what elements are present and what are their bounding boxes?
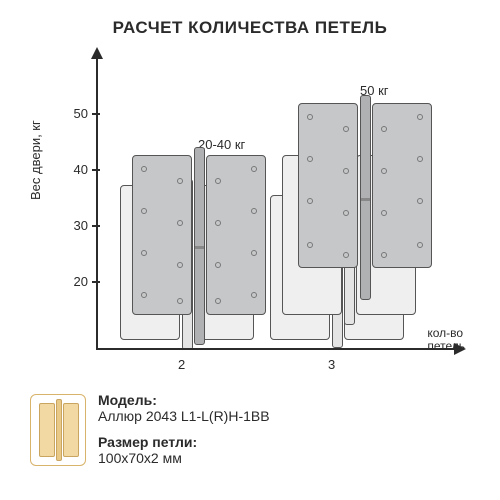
x-tick-label: 2 [178,357,185,372]
legend-hinge-icon [30,394,86,466]
y-tick-label: 20 [62,274,88,289]
x-axis [96,348,456,350]
arrow-up-icon [91,47,103,59]
chart: Вес двери, кг кол-во петель 20 30 40 50 … [48,55,463,375]
weight-label: 20-40 кг [198,137,245,152]
hinge-group-1-front [132,155,266,325]
y-axis-label: Вес двери, кг [28,120,43,200]
model-label: Модель: [98,392,157,408]
y-axis [96,55,98,350]
model-value: Аллюр 2043 L1-L(R)H-1BB [98,408,270,424]
size-label: Размер петли: [98,434,197,450]
arrow-right-icon [454,343,466,355]
hinge-group-2-front [298,103,432,278]
x-tick-label: 3 [328,357,335,372]
y-tick-label: 30 [62,218,88,233]
x-axis-label-line1: кол-во [427,326,463,340]
y-tick-label: 50 [62,106,88,121]
page-title: РАСЧЕТ КОЛИЧЕСТВА ПЕТЕЛЬ [0,0,500,38]
y-tick-label: 40 [62,162,88,177]
size-value: 100х70х2 мм [98,450,182,466]
